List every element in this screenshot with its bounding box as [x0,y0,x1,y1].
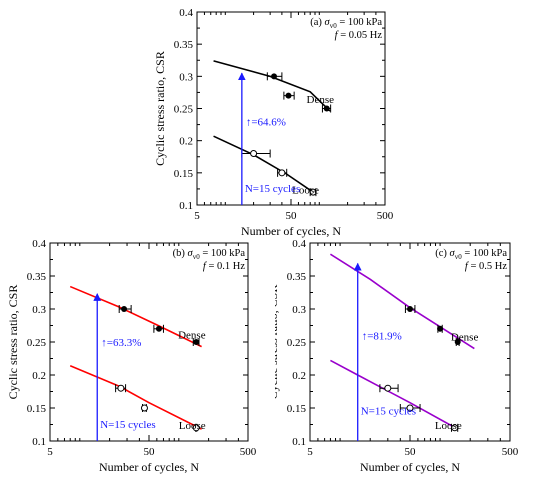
y-tick-label: 0.15 [27,403,47,415]
panel-id: (c) [435,248,449,259]
x-axis-label: Number of cycles, N [241,224,341,238]
series-label-loose: Loose [435,420,462,432]
panel-condition-label: (b) σv0 = 100 kPa [173,248,246,261]
n15-cycles-label: N=15 cycles [361,406,416,418]
sigma-value: = 100 kPa [200,248,246,259]
data-point-loose [251,151,257,157]
chart-a-svg: 0.1 0.15 0.2 0.25 0.3 0.35 0.4 5 50 500 Number of … [150,0,395,240]
x-tick-label: 500 [240,446,257,458]
y-tick-label: 0.35 [27,271,47,283]
y-tick-label: 0.1 [32,436,46,448]
chart-panel-b: 0.1 0.15 0.2 0.25 0.3 0.35 0.4 5 50 500 Number of … [0,238,280,479]
y-axis-label: Cyclic stress ratio, CSR [275,285,280,400]
freq-value: = 0.05 Hz [338,30,383,41]
x-tick-label: 5 [307,446,313,458]
panel-condition-label: (a) σv0 = 100 kPa [310,17,382,30]
x-tick-label: 500 [502,446,519,458]
chart-b-svg: 0.1 0.15 0.2 0.25 0.3 0.35 0.4 5 50 500 Number of … [0,238,280,479]
series-label-dense: Dense [307,94,335,106]
y-tick-label: 0.25 [174,104,194,116]
y-tick-label: 0.3 [179,71,193,83]
data-point-dense [285,93,291,99]
x-tick-label: 500 [377,210,394,222]
y-tick-label: 0.15 [174,168,194,180]
x-axis-label: Number of cycles, N [360,460,460,474]
y-tick-label: 0.35 [287,271,307,283]
n15-cycles-label: N=15 cycles [245,183,300,195]
n15-cycles-label: N=15 cycles [100,419,155,431]
panel-id: (a) [310,17,324,28]
chart-panel-c: 0.1 0.15 0.2 0.25 0.3 0.35 0.4 5 50 500 Number of … [275,238,550,479]
y-tick-label: 0.15 [287,403,307,415]
x-axis-label: Number of cycles, N [99,460,199,474]
freq-value: = 0.1 Hz [206,261,246,272]
series-label-dense: Dense [178,330,206,342]
y-tick-label: 0.1 [179,200,193,212]
data-point-loose [279,170,285,176]
frequency-label: f = 0.5 Hz [465,261,507,272]
y-tick-label: 0.4 [32,238,46,250]
y-tick-label: 0.2 [179,136,193,148]
y-tick-label: 0.4 [179,7,193,19]
x-tick-label: 5 [47,446,53,458]
data-point-loose [118,385,124,391]
data-point-dense [156,326,162,332]
percent-increase-label: ↑=81.9% [362,330,402,342]
fit-curve-loose [330,360,457,429]
data-point-dense [407,306,413,312]
panel-id: (b) [173,248,188,259]
y-tick-label: 0.2 [32,370,46,382]
sigma-value: = 100 kPa [462,248,508,259]
x-tick-label: 50 [405,446,417,458]
panel-condition-label: (c) σv0 = 100 kPa [435,248,507,261]
y-tick-label: 0.3 [292,304,306,316]
data-point-dense [121,306,127,312]
series-label-dense: Dense [451,332,479,344]
sigma-value: = 100 kPa [337,17,383,28]
y-tick-label: 0.2 [292,370,306,382]
x-tick-label: 50 [144,446,156,458]
data-point-dense [271,73,277,79]
frequency-label: f = 0.1 Hz [203,261,245,272]
y-tick-label: 0.35 [174,39,194,51]
x-tick-label: 50 [286,210,298,222]
chart-panel-a: 0.1 0.15 0.2 0.25 0.3 0.35 0.4 5 50 500 Number of … [150,0,395,240]
y-tick-label: 0.25 [27,337,47,349]
chart-c-svg: 0.1 0.15 0.2 0.25 0.3 0.35 0.4 5 50 500 Number of … [275,238,550,479]
percent-increase-label: ↑=63.3% [101,337,141,349]
freq-value: = 0.5 Hz [468,261,508,272]
series-label-loose: Loose [179,420,206,432]
y-tick-label: 0.25 [287,337,307,349]
y-tick-label: 0.4 [292,238,306,250]
percent-increase-label: ↑=64.6% [246,116,286,128]
data-point-loose [385,385,391,391]
data-point-loose [141,405,147,411]
y-tick-label: 0.1 [292,436,306,448]
data-point-dense [324,106,330,112]
y-axis-label: Cyclic stress ratio, CSR [6,285,20,400]
plot-frame [50,243,248,441]
data-point-dense [437,326,443,332]
y-tick-label: 0.3 [32,304,46,316]
y-axis-label: Cyclic stress ratio, CSR [153,51,167,166]
x-tick-label: 5 [194,210,200,222]
frequency-label: f = 0.05 Hz [335,30,383,41]
